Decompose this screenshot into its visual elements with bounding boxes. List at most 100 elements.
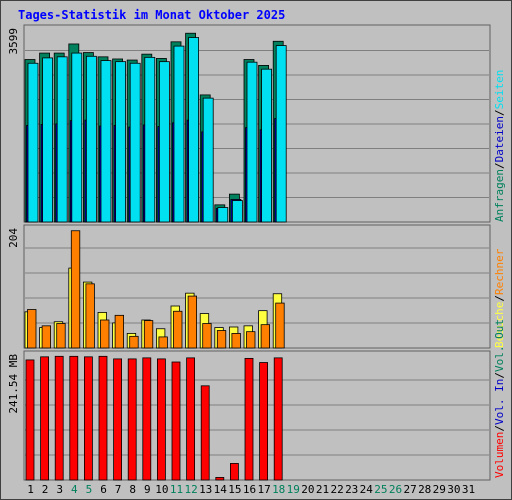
legend-entry: Vol. Out	[493, 319, 506, 372]
bar-rechner-day-2	[41, 325, 51, 349]
bar-volumen-day-15	[229, 463, 239, 481]
bar-volumen-day-3	[54, 355, 64, 481]
day-label: 7	[115, 483, 122, 496]
bar-seiten-day-12	[188, 37, 200, 223]
day-label: 29	[433, 483, 446, 496]
day-label: 31	[462, 483, 475, 496]
bar-rechner-day-13	[202, 323, 212, 349]
day-label: 24	[360, 483, 374, 496]
day-label: 27	[403, 483, 416, 496]
legend-entry: Dateien	[493, 116, 506, 162]
max-label-volume: 241.54 MB	[7, 354, 20, 414]
legend-visits: Besuche/Rechner	[493, 248, 506, 348]
bar-rechner-day-3	[56, 323, 66, 349]
bar-seiten-day-17	[261, 68, 273, 223]
legend-volume: Volumen/Vol. In/Vol. Out	[493, 319, 506, 478]
bar-rechner-day-9	[143, 320, 154, 349]
legend-entry: Rechner	[493, 248, 506, 295]
bar-rechner-day-8	[129, 335, 139, 349]
legend-entry: Seiten	[493, 70, 506, 110]
bar-seiten-day-4	[71, 52, 83, 223]
bar-seiten-day-14	[217, 207, 229, 223]
legend-entry: /	[493, 295, 506, 302]
bar-volumen-day-8	[127, 358, 137, 481]
day-label: 21	[316, 483, 329, 496]
bar-rechner-day-16	[246, 331, 256, 349]
legend-entry: Anfragen	[493, 169, 506, 222]
bar-volumen-day-11	[171, 361, 181, 481]
day-label: 12	[184, 483, 197, 496]
legend-entry: /	[493, 372, 506, 379]
bar-rechner-day-15	[231, 333, 241, 349]
max-label-visits: 204	[7, 228, 20, 248]
day-label: 17	[257, 483, 270, 496]
day-label: 28	[418, 483, 431, 496]
day-label: 25	[374, 483, 387, 496]
legend-entry: /	[493, 425, 506, 432]
day-label: 10	[155, 483, 168, 496]
bar-rechner-day-7	[114, 314, 124, 349]
day-label: 14	[214, 483, 228, 496]
day-label: 13	[199, 483, 212, 496]
bar-volumen-day-12	[186, 357, 196, 481]
bar-volumen-day-6	[98, 355, 108, 481]
bar-rechner-day-5	[85, 283, 95, 349]
day-label: 11	[170, 483, 183, 496]
chart-title: Tages-Statistik im Monat Oktober 2025	[18, 8, 286, 22]
day-label: 19	[287, 483, 300, 496]
day-label: 26	[389, 483, 402, 496]
bar-volumen-day-9	[142, 357, 152, 481]
day-label: 4	[71, 483, 78, 496]
bar-seiten-day-18	[275, 45, 287, 223]
day-label: 5	[86, 483, 93, 496]
bar-seiten-day-5	[86, 55, 97, 223]
bar-volumen-day-16	[244, 357, 254, 481]
bar-seiten-day-1	[27, 62, 39, 223]
bar-volumen-day-14	[215, 477, 225, 481]
bar-rechner-day-4	[70, 230, 81, 349]
bar-seiten-day-11	[173, 45, 185, 223]
bar-volumen-day-2	[40, 356, 49, 481]
bar-volumen-day-5	[84, 356, 93, 481]
bar-rechner-day-18	[275, 302, 285, 349]
bar-rechner-day-1	[27, 309, 37, 349]
panel-volume	[23, 350, 491, 481]
bar-volumen-day-1	[25, 359, 35, 481]
bar-volumen-day-17	[259, 362, 269, 481]
day-label: 15	[228, 483, 241, 496]
day-label: 1	[27, 483, 34, 496]
day-label: 6	[100, 483, 107, 496]
day-label: 3	[56, 483, 63, 496]
bar-seiten-day-6	[100, 60, 112, 223]
bar-volumen-day-7	[113, 358, 122, 481]
day-label: 2	[42, 483, 49, 496]
day-label: 30	[447, 483, 460, 496]
legend-requests: Anfragen/Dateien/Seiten	[493, 70, 506, 222]
bar-seiten-day-16	[246, 61, 258, 223]
legend-entry: /	[493, 109, 506, 116]
bar-rechner-day-14	[216, 330, 227, 349]
bar-volumen-day-18	[273, 357, 283, 481]
bar-seiten-day-2	[42, 57, 53, 223]
bar-rechner-day-12	[187, 295, 198, 349]
legend-entry: Vol. In	[493, 379, 506, 425]
day-label: 8	[129, 483, 136, 496]
bar-volumen-day-13	[200, 385, 210, 481]
bar-seiten-day-10	[158, 61, 170, 223]
legend-entry: Besuche	[493, 302, 506, 348]
bar-rechner-day-10	[158, 336, 168, 349]
bar-seiten-day-9	[144, 56, 156, 223]
bar-volumen-day-4	[69, 355, 79, 481]
bar-rechner-day-6	[100, 319, 110, 349]
bar-seiten-day-8	[129, 62, 141, 223]
day-label: 9	[144, 483, 151, 496]
legend-entry: Volumen	[493, 432, 506, 478]
bar-volumen-day-10	[156, 358, 166, 481]
bar-rechner-day-11	[173, 310, 183, 349]
day-label: 18	[272, 483, 285, 496]
day-label: 23	[345, 483, 358, 496]
legend-entry: /	[493, 162, 506, 169]
bar-seiten-day-13	[202, 97, 214, 223]
bar-seiten-day-7	[115, 61, 126, 223]
